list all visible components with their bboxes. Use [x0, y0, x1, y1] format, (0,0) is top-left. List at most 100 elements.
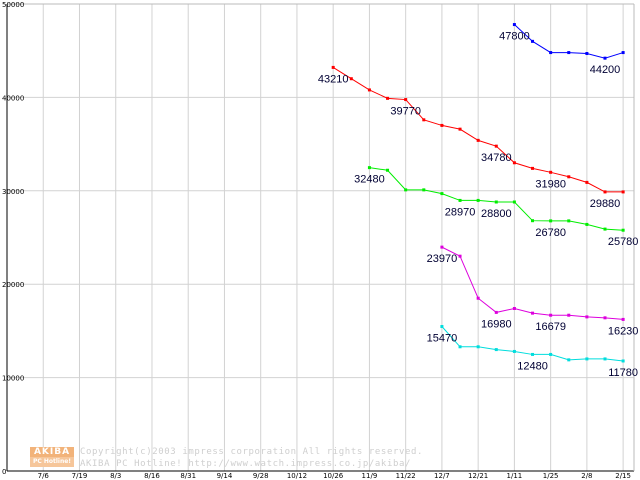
data-point	[440, 123, 444, 127]
y-tick-label: 30000	[2, 188, 24, 196]
data-point	[531, 39, 535, 43]
x-axis-tick-labels: 7/6 7/19 8/3 8/16 8/31 9/14 9/28 10/12 10/26 11/9…	[38, 472, 631, 480]
data-point	[476, 138, 480, 142]
data-point	[531, 219, 535, 223]
data-label: 47800	[499, 31, 530, 43]
data-point	[458, 127, 462, 131]
copyright-watermark: Copyright(c)2003 impress corporation All…	[80, 447, 423, 469]
akiba-logo-bottom: PC Hotline!	[30, 457, 74, 467]
data-point	[386, 96, 390, 100]
data-label: 12480	[517, 360, 548, 372]
y-tick-label: 10000	[2, 375, 24, 383]
chart-axes	[6, 3, 635, 472]
data-point	[603, 316, 607, 320]
x-tick-label: 8/3	[110, 472, 121, 480]
data-label: 28800	[481, 208, 512, 220]
y-tick-label: 40000	[2, 94, 24, 102]
akiba-logo: AKIBA PC Hotline!	[30, 447, 74, 467]
data-point	[567, 51, 571, 55]
data-point	[422, 188, 426, 192]
data-label: 43210	[318, 73, 349, 85]
data-point	[476, 296, 480, 300]
series-line	[369, 167, 624, 231]
x-tick-label: 8/16	[144, 472, 160, 480]
data-point	[331, 65, 335, 69]
x-tick-label: 7/6	[38, 472, 50, 480]
data-point	[512, 200, 516, 204]
copyright-line: Copyright(c)2003 impress corporation All…	[80, 447, 423, 457]
data-point	[585, 180, 589, 184]
data-label: 31980	[535, 178, 566, 190]
x-tick-label: 11/22	[396, 472, 416, 480]
data-label: 32480	[354, 174, 385, 186]
data-point	[494, 200, 498, 204]
data-point	[621, 359, 625, 363]
data-point	[494, 144, 498, 148]
data-point	[512, 306, 516, 310]
data-point	[367, 166, 371, 170]
data-point	[549, 170, 553, 174]
price-series-line	[440, 245, 625, 321]
data-point	[404, 188, 408, 192]
data-point	[567, 313, 571, 317]
chart-data-labels: 47800 44200 43210 39770 34780 31980 29880 32480…	[318, 31, 639, 379]
data-point	[531, 166, 535, 170]
data-point	[603, 357, 607, 361]
data-point	[386, 168, 390, 172]
data-label: 15470	[427, 333, 458, 345]
data-point	[494, 348, 498, 352]
data-point	[603, 56, 607, 60]
data-point	[549, 219, 553, 223]
chart-grid	[7, 4, 634, 471]
data-point	[567, 175, 571, 179]
data-point	[404, 98, 408, 102]
data-point	[549, 51, 553, 55]
y-tick-label: 20000	[2, 281, 24, 289]
x-tick-label: 8/31	[180, 472, 196, 480]
data-point	[367, 88, 371, 92]
data-point	[621, 51, 625, 55]
price-series-line	[512, 23, 625, 60]
data-point	[531, 311, 535, 315]
y-tick-label: 50000	[2, 1, 24, 9]
data-point	[621, 228, 625, 232]
data-point	[440, 325, 444, 329]
data-label: 23970	[427, 253, 458, 265]
x-tick-label: 12/7	[434, 472, 450, 480]
data-point	[531, 352, 535, 356]
data-point	[585, 222, 589, 226]
data-point	[476, 198, 480, 202]
data-point	[585, 357, 589, 361]
data-point	[549, 313, 553, 317]
data-point	[621, 190, 625, 194]
data-point	[603, 190, 607, 194]
price-series-line	[440, 325, 625, 363]
data-label: 25780	[608, 236, 639, 248]
data-point	[494, 310, 498, 314]
data-label: 16679	[535, 321, 566, 333]
data-point	[512, 23, 516, 27]
data-point	[512, 349, 516, 353]
data-label: 34780	[481, 152, 512, 164]
data-label: 39770	[390, 106, 421, 118]
chart-series	[331, 23, 625, 363]
data-label: 16980	[481, 318, 512, 330]
data-label: 26780	[535, 227, 566, 239]
data-point	[458, 345, 462, 349]
data-label: 44200	[590, 64, 621, 76]
data-point	[621, 317, 625, 321]
price-series-line	[331, 65, 625, 194]
data-point	[567, 358, 571, 362]
data-point	[585, 52, 589, 56]
series-line	[441, 246, 624, 320]
akiba-logo-top: AKIBA	[30, 447, 74, 457]
x-tick-label: 10/12	[287, 472, 307, 480]
data-point	[458, 254, 462, 258]
x-tick-label: 9/28	[253, 472, 269, 480]
data-point	[585, 315, 589, 319]
data-point	[440, 245, 444, 249]
data-point	[458, 198, 462, 202]
data-point	[603, 227, 607, 231]
y-tick-label: 0	[2, 468, 6, 476]
